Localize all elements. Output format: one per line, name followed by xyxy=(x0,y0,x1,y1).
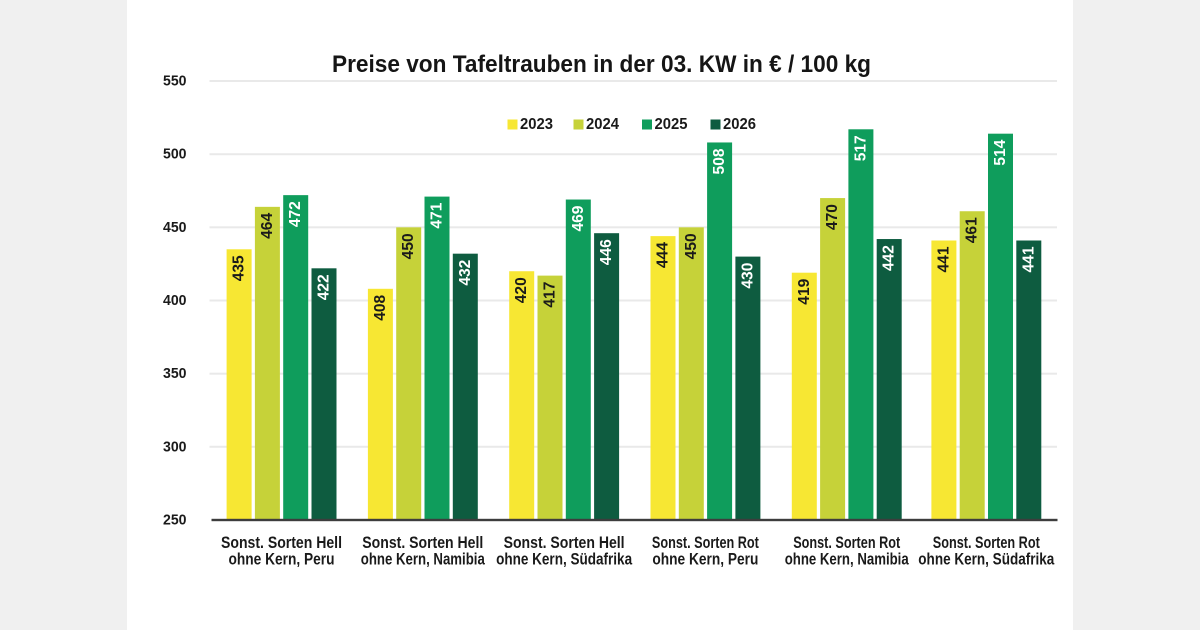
svg-text:ohne Kern, Namibia: ohne Kern, Namibia xyxy=(361,550,485,569)
svg-text:442: 442 xyxy=(881,245,898,271)
svg-text:417: 417 xyxy=(542,282,559,308)
svg-text:500: 500 xyxy=(163,146,187,163)
svg-text:550: 550 xyxy=(163,73,187,90)
svg-text:508: 508 xyxy=(711,148,728,174)
svg-text:446: 446 xyxy=(598,239,615,265)
svg-text:450: 450 xyxy=(400,233,417,259)
svg-text:ohne Kern, Namibia: ohne Kern, Namibia xyxy=(785,550,909,569)
svg-text:517: 517 xyxy=(852,135,869,161)
svg-text:ohne Kern, Südafrika: ohne Kern, Südafrika xyxy=(496,550,632,569)
svg-text:450: 450 xyxy=(163,219,187,236)
svg-text:ohne Kern, Peru: ohne Kern, Peru xyxy=(652,550,758,569)
svg-text:2025: 2025 xyxy=(655,116,688,133)
svg-text:472: 472 xyxy=(287,201,304,227)
svg-text:Sonst. Sorten Rot: Sonst. Sorten Rot xyxy=(933,533,1040,552)
svg-text:408: 408 xyxy=(372,294,389,320)
svg-text:422: 422 xyxy=(316,274,333,300)
svg-text:464: 464 xyxy=(259,212,276,238)
svg-text:435: 435 xyxy=(231,255,248,281)
svg-text:471: 471 xyxy=(429,202,446,228)
svg-text:441: 441 xyxy=(935,246,952,272)
svg-text:2023: 2023 xyxy=(520,116,553,133)
svg-text:Preise von Tafeltrauben in der: Preise von Tafeltrauben in der 03. KW in… xyxy=(332,51,871,78)
svg-text:469: 469 xyxy=(570,205,587,231)
svg-text:300: 300 xyxy=(163,438,187,455)
svg-text:461: 461 xyxy=(964,217,981,243)
svg-text:250: 250 xyxy=(163,512,187,529)
svg-text:Sonst. Sorten Rot: Sonst. Sorten Rot xyxy=(652,533,759,552)
svg-text:350: 350 xyxy=(163,365,187,382)
svg-text:2024: 2024 xyxy=(586,116,619,133)
svg-text:Sonst. Sorten Hell: Sonst. Sorten Hell xyxy=(221,533,342,552)
svg-text:432: 432 xyxy=(457,260,474,286)
svg-text:Sonst. Sorten Hell: Sonst. Sorten Hell xyxy=(362,533,483,552)
svg-text:Sonst. Sorten Rot: Sonst. Sorten Rot xyxy=(793,533,900,552)
svg-text:ohne Kern, Peru: ohne Kern, Peru xyxy=(229,550,335,569)
svg-text:514: 514 xyxy=(992,139,1009,165)
svg-text:430: 430 xyxy=(739,263,756,289)
svg-text:419: 419 xyxy=(796,278,813,304)
svg-text:450: 450 xyxy=(683,233,700,259)
svg-text:400: 400 xyxy=(163,292,187,309)
svg-text:2026: 2026 xyxy=(723,116,756,133)
svg-text:470: 470 xyxy=(824,204,841,230)
svg-text:420: 420 xyxy=(513,277,530,303)
svg-text:ohne Kern, Südafrika: ohne Kern, Südafrika xyxy=(918,550,1054,569)
svg-text:Sonst. Sorten Hell: Sonst. Sorten Hell xyxy=(504,533,625,552)
svg-text:444: 444 xyxy=(655,242,672,268)
svg-text:441: 441 xyxy=(1020,246,1037,272)
